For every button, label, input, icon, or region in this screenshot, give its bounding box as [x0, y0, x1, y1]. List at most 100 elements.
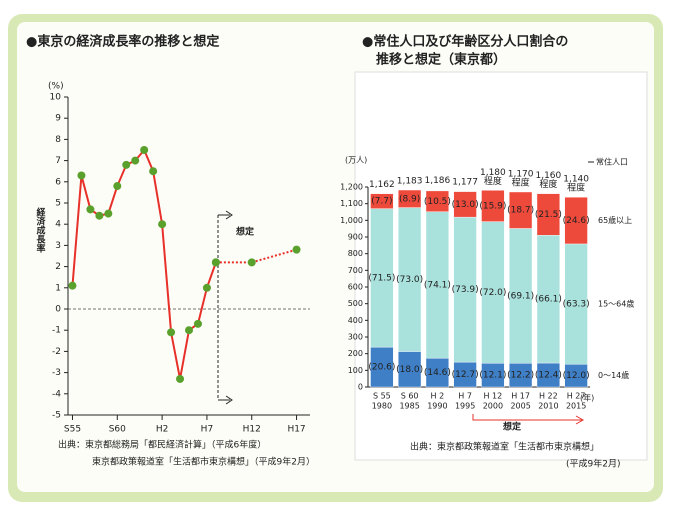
x-tick-label: H 12 — [484, 392, 503, 401]
value-label: (8.9) — [399, 194, 420, 204]
value-label: (18.0) — [396, 365, 423, 375]
y-tick-label: 500 — [348, 299, 363, 308]
marker — [167, 328, 176, 337]
y-tick-label: 3 — [55, 241, 61, 251]
y-tick-label: 4 — [55, 220, 61, 230]
y-tick-label: 400 — [348, 316, 363, 325]
source-line: 出典：東京都政策報道室「生活都市東京構想」 — [410, 441, 599, 453]
total-note: 程度 — [539, 178, 557, 190]
value-label: (66.1) — [535, 295, 562, 305]
x-tick-label: H12 — [243, 425, 261, 435]
x-tick-label: H 22 — [539, 392, 558, 401]
source-line: (平成9年2月) — [566, 458, 620, 470]
marker — [193, 319, 202, 328]
value-label: (12.7) — [452, 370, 479, 380]
y-tick-label: 900 — [348, 233, 363, 242]
y-tick-label: -3 — [52, 368, 61, 378]
x-tick-label: H 7 — [458, 392, 472, 401]
value-label: (13.0) — [452, 200, 479, 210]
y-tick-label: -5 — [52, 411, 61, 421]
y-tick-label: 200 — [348, 349, 363, 358]
y-unit: (%) — [48, 82, 64, 92]
legend-label: 65歳以上 — [598, 215, 632, 225]
total-label: 1,180 — [480, 168, 506, 178]
bar-segment — [453, 191, 477, 218]
y-tick-label: 300 — [348, 333, 363, 342]
y-tick-label: 600 — [348, 283, 363, 292]
bar-segment — [564, 196, 588, 245]
marker — [211, 258, 220, 267]
x-tick-label: 2010 — [538, 402, 558, 411]
x-tick-label: 1980 — [372, 402, 392, 411]
total-note: 程度 — [567, 182, 585, 194]
total-label: 1,160 — [535, 171, 561, 181]
y-tick-label: 9 — [55, 114, 61, 124]
left-title: ●東京の経済成長率の推移と想定 — [26, 34, 219, 50]
marker — [185, 326, 193, 335]
marker — [176, 374, 185, 383]
bar-segment — [481, 190, 505, 222]
bar-segment — [425, 190, 449, 212]
total-label: 1,162 — [369, 180, 395, 190]
value-label: (15.9) — [479, 201, 506, 211]
marker — [149, 167, 158, 176]
marker — [247, 258, 256, 267]
x-tick-label: S 60 — [401, 392, 419, 401]
y-tick-label: 100 — [348, 366, 363, 375]
x-tick-label: H 27 — [567, 392, 586, 401]
y-tick-label: 7 — [55, 156, 61, 166]
x-tick-label: 2000 — [483, 402, 503, 411]
total-label: 1,183 — [397, 176, 423, 186]
annotation: 想定 — [502, 421, 522, 433]
x-tick-label: H17 — [287, 425, 305, 435]
y-tick-label: 800 — [348, 249, 363, 258]
x-tick-label: H7 — [201, 425, 214, 435]
projection-arrow — [218, 210, 233, 405]
x-unit: (年) — [580, 393, 594, 403]
value-label: (73.9) — [452, 285, 479, 295]
marker — [140, 146, 149, 154]
y-tick-label: 6 — [55, 177, 61, 187]
value-label: (12.0) — [563, 371, 590, 381]
value-label: (7.7) — [371, 197, 392, 207]
legend-label: 15～64歳 — [598, 299, 634, 309]
legend-label: 0～14歳 — [598, 370, 629, 380]
y-tick-label: 10 — [50, 93, 62, 103]
x-tick-label: 2015 — [566, 402, 586, 411]
y-tick-label: 1 — [55, 283, 61, 293]
marker — [292, 245, 301, 254]
value-label: (12.4) — [535, 371, 562, 381]
marker — [104, 209, 113, 218]
y-tick-label: 8 — [55, 135, 61, 145]
y-tick-label: -4 — [52, 389, 61, 399]
total-label: 1,170 — [508, 170, 534, 180]
x-tick-label: H 2 — [431, 392, 445, 401]
y-tick-label: -2 — [52, 347, 61, 357]
value-label: (73.0) — [396, 275, 423, 285]
total-label: 1,186 — [424, 176, 450, 186]
total-label: 1,140 — [563, 175, 589, 185]
marker — [122, 160, 131, 169]
x-tick-label: 1990 — [427, 402, 447, 411]
value-label: (72.0) — [479, 288, 506, 298]
y-tick-label: 1,200 — [340, 183, 363, 192]
legend-label: 常住人口 — [596, 157, 628, 167]
marker — [95, 211, 104, 220]
marker — [131, 156, 140, 165]
bar-segment — [370, 193, 394, 209]
source-line: 出典：東京都総務局「都民経済計算」（平成6年度） — [58, 439, 266, 451]
marker — [86, 205, 95, 214]
source-line: 東京都政策報道室「生活都市東京構想」（平成9年2月） — [92, 456, 315, 468]
value-label: (21.5) — [535, 210, 562, 220]
y-tick-label: 1,000 — [340, 216, 363, 225]
total-note: 程度 — [512, 177, 530, 189]
value-label: (18.7) — [507, 206, 534, 216]
total-note: 程度 — [484, 175, 502, 187]
marker — [158, 220, 167, 229]
annotation: 想定 — [235, 226, 255, 238]
y-tick-label: 1,100 — [340, 199, 363, 208]
x-tick-label: S55 — [64, 425, 81, 435]
right-title: ●常住人口及び年齢区分人口割合の — [362, 34, 568, 50]
y-unit: (万人) — [345, 156, 367, 165]
